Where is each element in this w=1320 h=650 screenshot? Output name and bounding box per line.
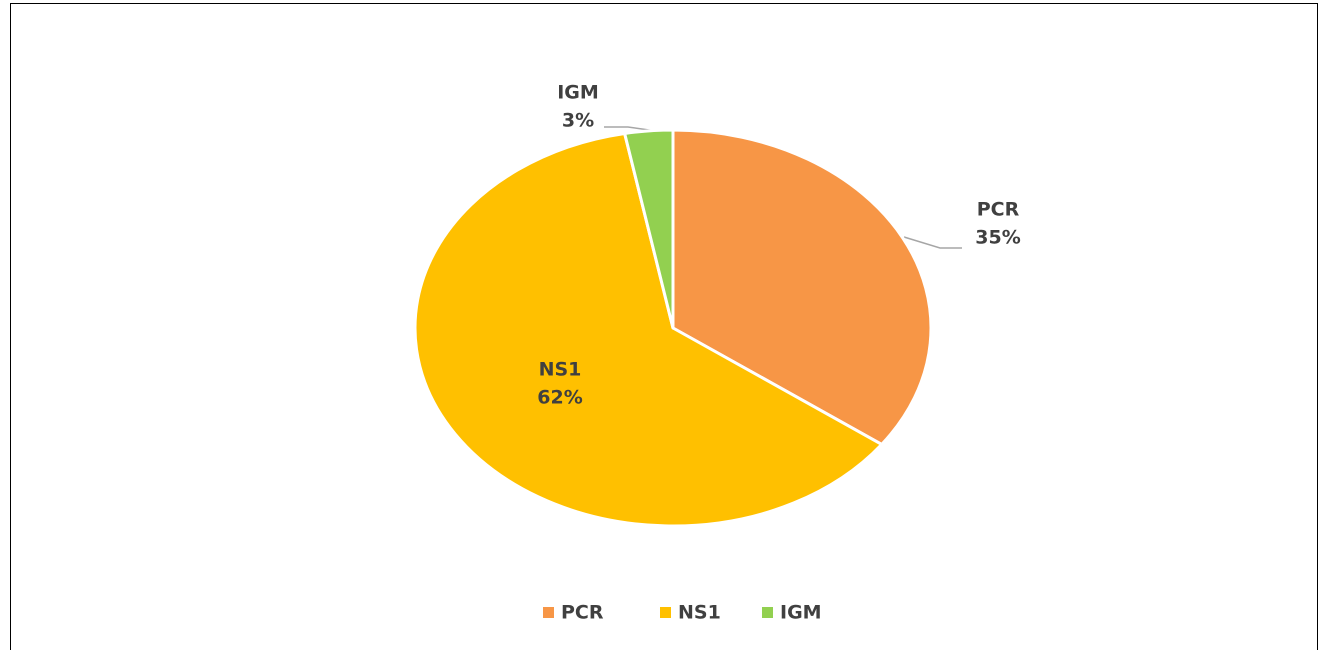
legend-label: IGM (780, 602, 822, 624)
legend-label: PCR (561, 602, 604, 624)
legend-label: NS1 (678, 602, 721, 624)
legend-swatch (660, 607, 671, 618)
data-label-value: 62% (537, 387, 582, 409)
data-label-name: PCR (977, 199, 1020, 221)
leader-line (903, 236, 962, 249)
legend-swatch (543, 607, 554, 618)
data-label-name: NS1 (539, 359, 582, 381)
pie-slice (623, 128, 675, 330)
data-label-value: 3% (562, 110, 594, 132)
data-label-name: IGM (557, 82, 599, 104)
legend-swatch (762, 607, 773, 618)
pie-slice (671, 128, 933, 446)
data-label-value: 35% (975, 227, 1020, 249)
pie-slice (413, 132, 884, 528)
